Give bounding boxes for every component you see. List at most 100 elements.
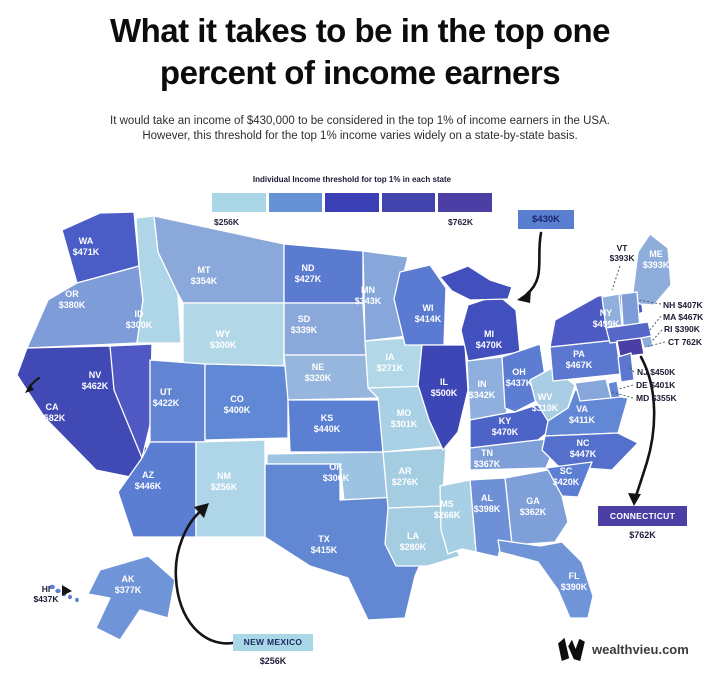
state-label-OK: OK $306K [323,462,350,483]
state-label-CO: CO $400K [224,394,251,415]
state-VT [601,293,623,329]
title-line2: percent of income earners [159,54,561,91]
subtitle-line1: It would take an income of $430,000 to b… [110,115,610,127]
state-HI-island [49,584,55,590]
state-label-PA: PA $467K [566,349,593,370]
outer-state-label-VT: VT $393K [609,243,635,263]
state-label-KS: KS $440K [314,413,341,434]
legend-average-swatch: $430K [518,210,574,229]
state-label-IA: IA $271K [377,352,404,373]
state-label-AL: AL $398K [474,493,501,514]
outer-state-label-NJ: NJ $450K [637,367,676,377]
subtitle: It would take an income of $430,000 to b… [40,114,680,144]
state-MS [439,479,477,555]
state-WY [182,302,285,369]
outer-state-label-MA: MA $467K [663,312,704,322]
footer-brand: wealthvieu.com [556,637,689,661]
state-MI [460,294,521,362]
outer-state-label-CT: CT 762K [668,337,703,347]
state-WA [61,211,140,284]
state-HI-island [67,594,73,600]
state-label-MO: MO $301K [391,408,418,429]
state-label-CA: CA $582K [39,402,66,423]
state-NJ [617,352,635,383]
state-label-ID: ID $300K [126,309,153,330]
hawaii-pointer-icon [62,585,72,596]
state-NV [109,343,153,459]
state-WI [393,264,447,346]
state-label-ND: ND $427K [295,263,322,284]
state-label-MT: MT $354K [191,265,218,286]
state-RI [640,335,654,349]
state-label-WI: WI $414K [415,303,442,324]
state-label-NV: NV $462K [82,370,109,391]
arrow-average-to-map [525,231,543,296]
legend-swatch-5 [438,193,492,212]
connector-ma [648,315,662,332]
legend-color-scale [212,193,492,212]
state-ME [631,233,672,306]
state-label-UT: UT $422K [153,387,180,408]
state-label-VA: VA $411K [569,404,596,425]
state-NC [541,432,639,471]
state-label-TX: TX $415K [311,534,338,555]
arrowhead-connecticut [628,493,641,506]
title-line1: What it takes to be in the top one [109,12,611,49]
state-CO [204,363,289,441]
state-label-AR: AR $276K [392,466,419,487]
connecticut-callout-value: $762K [629,530,656,540]
legend-max-label: $762K [448,217,474,227]
state-label-IN: IN $342K [469,379,496,400]
state-AK [87,555,176,641]
state-label-LA: LA $280K [400,531,427,552]
connector-nj [627,365,635,373]
legend-title: Individual Income threshold for top 1% i… [252,175,452,184]
connecticut-callout-box: CONNECTICUT [598,506,687,526]
legend-swatch-2 [268,193,323,212]
arrow-newmexico-callout [174,508,235,645]
site-url: wealthvieu.com [592,641,689,657]
new-mexico-callout-box: NEW MEXICO [233,634,313,651]
legend-min-label: $256K [214,217,240,227]
state-label-WA: WA $471K [73,236,100,257]
state-label-MI: MI $470K [476,329,503,350]
state-IN [466,356,508,421]
arrowhead-newmexico [194,503,209,518]
outer-state-label-MD: MD $355K [636,393,677,403]
outer-state-label-HI: HI $437K [33,584,59,604]
state-HI-island [55,588,61,594]
outer-state-label-NH: NH $407K [663,300,704,310]
state-MD [574,378,612,402]
state-label-WY: WY $300K [210,329,237,350]
connector-vt [611,265,621,291]
state-label-IL: IL $500K [431,377,458,398]
subtitle-line2: However, this threshold for the top 1% i… [142,130,578,142]
state-MI-upper-peninsula [439,265,513,301]
state-HI-island [75,597,79,603]
state-label-MS: MS $266K [434,499,461,520]
state-label-AK: AK $377K [115,574,142,595]
connector-ri [650,329,663,343]
state-label-AZ: AZ $446K [135,470,162,491]
legend-swatch-3 [325,193,379,212]
state-label-ME: ME $393K [643,249,670,270]
state-label-NC: NC $447K [570,438,597,459]
connector-de [618,384,634,390]
state-label-KY: KY $470K [492,416,519,437]
state-CT [616,337,645,358]
new-mexico-callout-value: $256K [259,656,287,666]
wealthvieu-logo-icon [558,637,585,661]
state-label-TN: TN $367K [474,448,501,469]
state-label-SD: SD $339K [291,314,318,335]
state-label-FL: FL $390K [561,571,588,592]
state-label-GA: GA $362K [520,496,547,517]
outer-state-label-DE: DE $401K [636,380,676,390]
state-label-MN: MN $343K [355,285,382,306]
state-label-NM: NM $256K [211,471,238,492]
arrowhead-average [517,290,531,303]
state-label-OR: OR $380K [59,289,86,310]
connector-ct [644,341,666,348]
outer-state-label-RI: RI $390K [664,324,701,334]
